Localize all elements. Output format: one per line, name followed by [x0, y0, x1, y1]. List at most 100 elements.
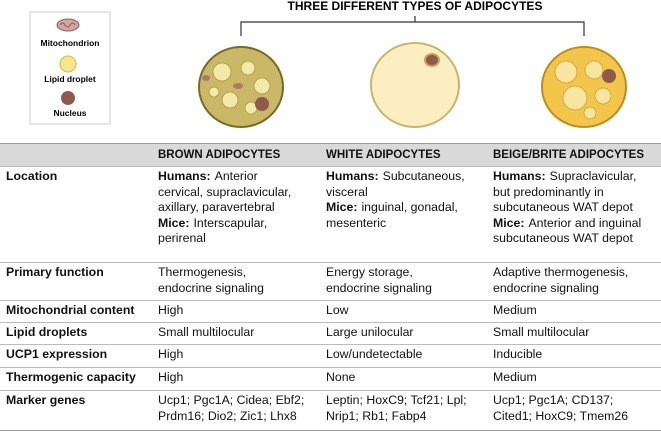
table-cell: Ucp1; Pgc1A; CD137; Cited1; HoxC9; Tmem26	[487, 390, 661, 431]
cell-line: High	[158, 347, 184, 361]
cell-line: Adaptive thermogenesis,	[493, 265, 629, 279]
cell-line: but predominantly in	[493, 184, 604, 199]
cell-label: Humans:	[493, 169, 546, 183]
cell-line: Ucp1; Pgc1A; Cidea; Ebf2;	[158, 393, 305, 407]
cell-line: visceral	[326, 184, 368, 199]
row-label: Thermogenic capacity	[0, 367, 152, 391]
table-cell: Humans: Anterior cervical, supraclavicular…	[152, 166, 320, 263]
cell-line: Humans: Anterior	[158, 169, 320, 185]
table-cell: Leptin; HoxC9; Tcf21; Lpl; Nrip1; Rb1; Fa…	[320, 390, 487, 431]
table-row: Marker genes Ucp1; Pgc1A; Cidea; Ebf2; Prd…	[0, 390, 661, 431]
cell-line: Nrip1; Rb1; Fabp4	[326, 408, 427, 423]
cell-line: subcutaneous WAT depot	[493, 200, 633, 214]
cell-text: Interscapular,	[193, 215, 268, 230]
table-row: Primary function Thermogenesis, endocrine …	[0, 262, 661, 301]
header-row: BROWN ADIPOCYTES WHITE ADIPOCYTES BEIGE/BR…	[0, 143, 661, 167]
cell-label: Humans:	[326, 169, 379, 183]
cell-line: mesenteric	[326, 215, 387, 230]
cell-line: endocrine signaling	[326, 280, 432, 295]
table-cell: Low/undetectable	[320, 344, 487, 368]
table-cell: Small multilocular	[152, 322, 320, 345]
cell-line: Large unilocular	[326, 325, 414, 339]
brown-adipocyte	[198, 46, 284, 128]
cell-line: Leptin; HoxC9; Tcf21; Lpl;	[326, 393, 467, 407]
row-label: Primary function	[0, 262, 152, 301]
mitochondrion-cristae	[59, 22, 76, 28]
row-label: Location	[0, 166, 152, 263]
white-adipocyte	[370, 42, 460, 128]
cell-line: None	[326, 370, 356, 384]
cell-line: Small multilocular	[158, 325, 255, 339]
header-cell: BROWN ADIPOCYTES	[152, 143, 320, 167]
cell-line: Medium	[493, 370, 537, 384]
bracket	[240, 16, 585, 36]
cell-line: Medium	[493, 303, 537, 317]
table-cell: None	[320, 367, 487, 391]
cell-label: Mice:	[493, 215, 525, 230]
table-cell: Low	[320, 300, 487, 323]
table-cell: Humans: Subcutaneous, visceral Mice: inguina…	[320, 166, 487, 263]
cell-line: perirenal	[158, 231, 206, 245]
cell-line: endocrine signaling	[158, 280, 264, 295]
cell-line: Humans: Supraclavicular,	[493, 169, 661, 185]
illustration: Mitochondrion Lipid droplet Nucleus THRE…	[29, 0, 627, 128]
cell-text: Supraclavicular,	[549, 169, 637, 183]
row-label: UCP1 expression	[0, 344, 152, 368]
table-cell: Inducible	[487, 344, 661, 368]
table-cell: High	[152, 367, 320, 391]
table-cell: Energy storage, endocrine signaling	[320, 262, 487, 301]
cell-line: Inducible	[493, 347, 543, 361]
legend-label: Lipid droplet	[44, 74, 96, 84]
cell-line: Thermogenesis,	[158, 265, 247, 279]
cell-line: Humans: Subcutaneous,	[326, 169, 487, 185]
cell-label: Mice:	[326, 200, 358, 214]
mitochondrion-icon	[56, 18, 80, 32]
table-row: Lipid droplets Small multilocular Large un…	[0, 322, 661, 345]
table-cell: Medium	[487, 300, 661, 323]
cell-line: axillary, paravertebral	[158, 200, 275, 214]
cell-line: Low/undetectable	[326, 347, 423, 361]
cell-text: inguinal, gonadal,	[361, 200, 458, 214]
cell-line: Ucp1; Pgc1A; CD137;	[493, 393, 614, 407]
header-cell: WHITE ADIPOCYTES	[320, 143, 487, 167]
cell-label: Humans:	[158, 169, 211, 183]
comparison-table: BROWN ADIPOCYTES WHITE ADIPOCYTES BEIGE/BR…	[0, 143, 661, 431]
cell-line: Low	[326, 303, 349, 317]
header-cell	[0, 143, 152, 167]
cell-line: Cited1; HoxC9; Tmem26	[493, 408, 629, 423]
table-cell: Ucp1; Pgc1A; Cidea; Ebf2; Prdm16; Dio2; Z…	[152, 390, 320, 431]
table-cell: Humans: Supraclavicular, but predominantly…	[487, 166, 661, 263]
cell-line: Mice: inguinal, gonadal,	[326, 200, 487, 216]
cell-text: Anterior and inguinal	[528, 215, 642, 230]
header-cell: BEIGE/BRITE ADIPOCYTES	[487, 143, 661, 167]
table-row: Mitochondrial content High Low Medium	[0, 300, 661, 323]
cell-line: Energy storage,	[326, 265, 413, 279]
table-cell: Large unilocular	[320, 322, 487, 345]
cell-label: Mice:	[158, 215, 190, 230]
row-label: Marker genes	[0, 390, 152, 431]
table-cell: Adaptive thermogenesis, endocrine signali…	[487, 262, 661, 301]
table-row: Location Humans: Anterior cervical, supracl…	[0, 166, 661, 263]
row-label: Lipid droplets	[0, 322, 152, 345]
cell-line: cervical, supraclavicular,	[158, 184, 292, 199]
row-label: Mitochondrial content	[0, 300, 152, 323]
table-row: Thermogenic capacity High None Medium	[0, 367, 661, 391]
table-cell: Small multilocular	[487, 322, 661, 345]
title: THREE DIFFERENT TYPES OF ADIPOCYTES	[288, 0, 543, 13]
table-row: UCP1 expression High Low/undetectable Induc…	[0, 344, 661, 368]
table-cell: High	[152, 300, 320, 323]
legend-label: Nucleus	[53, 108, 86, 118]
beige-adipocyte	[541, 46, 627, 128]
cell-line: High	[158, 370, 184, 384]
table-cell: High	[152, 344, 320, 368]
cell-line: Mice: Interscapular,	[158, 216, 320, 232]
table-cell: Thermogenesis, endocrine signaling	[152, 262, 320, 301]
cell-line: endocrine signaling	[493, 280, 599, 295]
cell-line: Small multilocular	[493, 325, 590, 339]
cell-line: High	[158, 303, 184, 317]
legend-label: Mitochondrion	[40, 38, 99, 48]
cell-line: Mice: Anterior and inguinal	[493, 216, 661, 232]
cell-text: Subcutaneous,	[382, 169, 465, 183]
cell-text: Anterior	[214, 169, 258, 183]
